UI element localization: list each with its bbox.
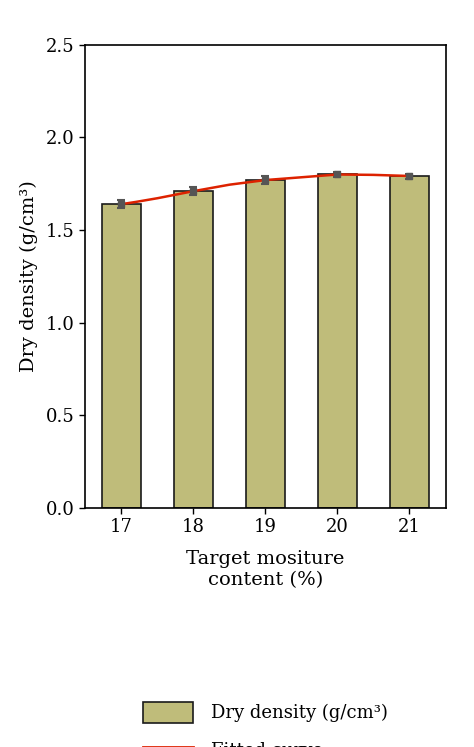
- Bar: [318, 175, 357, 508]
- Bar: [173, 191, 213, 508]
- Legend: Dry density (g/cm³), Fitted curve: Dry density (g/cm³), Fitted curve: [134, 693, 397, 747]
- Bar: [246, 180, 285, 508]
- Y-axis label: Dry density (g/cm³): Dry density (g/cm³): [19, 181, 38, 372]
- Bar: [390, 176, 429, 508]
- Bar: [102, 204, 141, 508]
- X-axis label: Target mositure
content (%): Target mositure content (%): [186, 551, 345, 589]
